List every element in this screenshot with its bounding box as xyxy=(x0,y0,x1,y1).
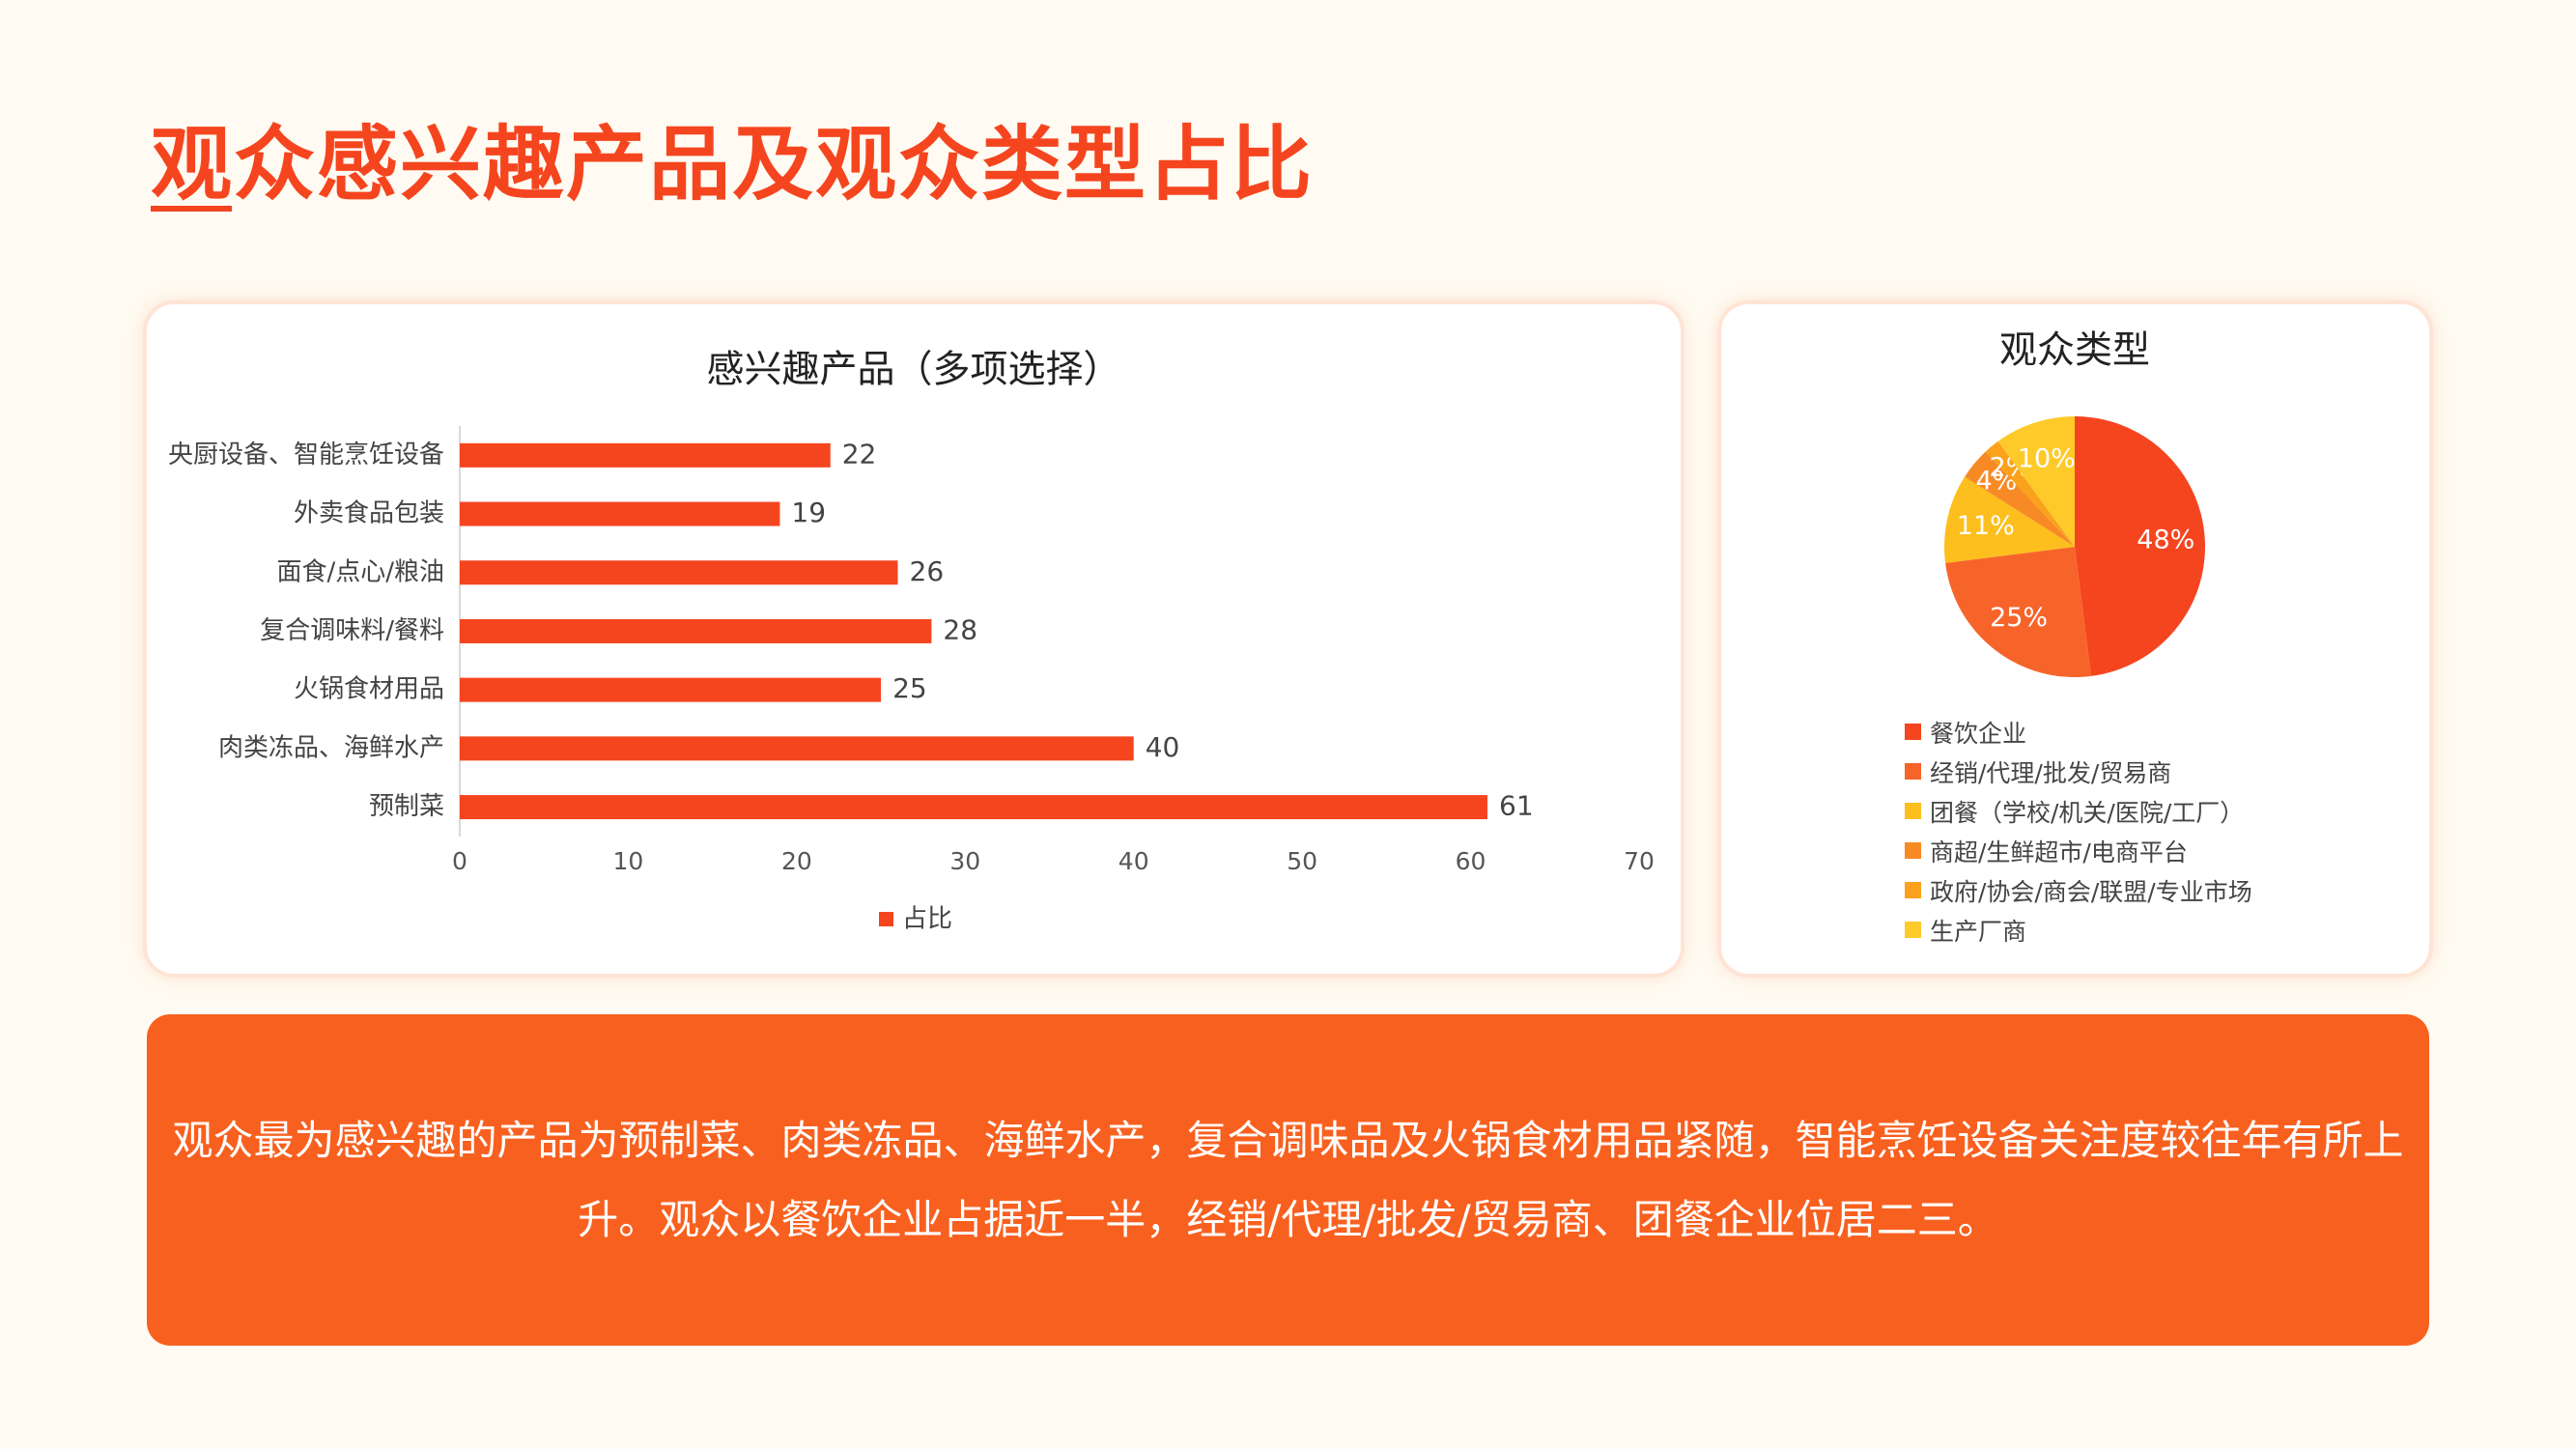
legend-swatch xyxy=(879,912,893,926)
bar-chart: 感兴趣产品（多项选择） 央厨设备、智能烹饪设备 22 外卖食品包装 19 面食/点心/粮油… xyxy=(168,349,1655,934)
category-label: 央厨设备、智能烹饪设备 xyxy=(168,440,444,469)
pie-legend-label: 生产厂商 xyxy=(1930,917,2027,946)
bar xyxy=(460,560,898,585)
pie-legend-label: 政府/协会/商会/联盟/专业市场 xyxy=(1930,877,2252,906)
bar-chart-title: 感兴趣产品（多项选择） xyxy=(706,349,1120,392)
pie-chart-title: 观众类型 xyxy=(1999,329,2150,373)
pie-legend-label: 经销/代理/批发/贸易商 xyxy=(1930,758,2172,787)
x-tick-label: 60 xyxy=(1456,847,1486,875)
pie-legend-label: 餐饮企业 xyxy=(1930,719,2027,748)
x-tick-label: 20 xyxy=(781,847,812,875)
x-tick-label: 70 xyxy=(1624,847,1655,875)
pie-slice xyxy=(1965,451,2075,547)
pie-legend-label: 商超/生鲜超市/电商平台 xyxy=(1930,838,2188,867)
legend-swatch xyxy=(1905,882,1921,898)
pie-slice xyxy=(1945,547,2091,677)
pie-slice-label: 10% xyxy=(2018,444,2076,474)
pie-legend-item: 餐饮企业 xyxy=(1905,712,2252,752)
category-label: 预制菜 xyxy=(369,792,444,821)
summary-box: 观众最为感兴趣的产品为预制菜、肉类冻品、海鲜水产，复合调味品及火锅食材用品紧随，… xyxy=(147,1014,2429,1346)
category-label: 面食/点心/粮油 xyxy=(276,557,444,586)
pie-slice-label: 25% xyxy=(1990,603,2048,633)
legend-swatch xyxy=(1905,724,1921,740)
pie-slice xyxy=(2075,416,2205,676)
legend-swatch xyxy=(1905,922,1921,938)
x-tick-label: 50 xyxy=(1287,847,1317,875)
category-label: 肉类冻品、海鲜水产 xyxy=(218,733,444,762)
pie-slice-label: 48% xyxy=(2137,526,2194,555)
title-underline xyxy=(151,206,232,212)
x-tick-label: 0 xyxy=(452,847,467,875)
pie-legend-item: 生产厂商 xyxy=(1905,910,2252,950)
bar xyxy=(460,677,882,702)
legend-swatch xyxy=(1905,763,1921,780)
bar-value-label: 22 xyxy=(842,438,877,469)
pie-legend-item: 经销/代理/批发/贸易商 xyxy=(1905,752,2252,791)
summary-text: 观众最为感兴趣的产品为预制菜、肉类冻品、海鲜水产，复合调味品及火锅食材用品紧随，… xyxy=(172,1116,2404,1243)
bar-chart-card: 感兴趣产品（多项选择） 央厨设备、智能烹饪设备 22 外卖食品包装 19 面食/点心/粮油… xyxy=(147,304,1681,974)
bar-value-label: 40 xyxy=(1146,731,1180,763)
bar xyxy=(460,795,1488,820)
bar xyxy=(460,501,780,526)
pie-chart-card: 观众类型 48% 25% 11% 4% 2% 10% 餐饮企业 经销/代理/批发/贸易商 团餐（… xyxy=(1721,304,2429,974)
bar-value-label: 25 xyxy=(892,672,927,704)
pie-legend-label: 团餐（学校/机关/医院/工厂） xyxy=(1930,798,2245,827)
bar xyxy=(460,442,831,468)
x-tick-label: 40 xyxy=(1118,847,1149,875)
bar xyxy=(460,736,1134,761)
category-label: 外卖食品包装 xyxy=(294,499,444,528)
pie-legend: 餐饮企业经销/代理/批发/贸易商团餐（学校/机关/医院/工厂） 商超/生鲜超市/电… xyxy=(1905,712,2252,950)
category-label: 火锅食材用品 xyxy=(294,675,444,704)
legend-swatch xyxy=(1905,803,1921,819)
pie-slice xyxy=(1985,440,2075,547)
bar-value-label: 19 xyxy=(791,497,826,528)
legend-label: 占比 xyxy=(902,905,952,934)
pie-legend-item: 商超/生鲜超市/电商平台 xyxy=(1905,831,2252,870)
x-tick-label: 10 xyxy=(613,847,644,875)
bar-value-label: 28 xyxy=(943,613,977,645)
bar-value-label: 61 xyxy=(1499,790,1534,822)
bar-value-label: 26 xyxy=(910,555,945,587)
legend-swatch xyxy=(1905,842,1921,859)
page-title: 观众感兴趣产品及观众类型占比 xyxy=(151,117,1315,212)
pie-slice xyxy=(1997,416,2075,547)
pie-slice xyxy=(1944,476,2075,563)
pie-slice-label: 11% xyxy=(1957,511,2015,541)
pie-legend-item: 政府/协会/商会/联盟/专业市场 xyxy=(1905,870,2252,910)
bar xyxy=(460,618,932,643)
x-tick-label: 30 xyxy=(949,847,980,875)
category-label: 复合调味料/餐料 xyxy=(260,616,444,645)
pie-legend-item: 团餐（学校/机关/医院/工厂） xyxy=(1905,791,2252,831)
